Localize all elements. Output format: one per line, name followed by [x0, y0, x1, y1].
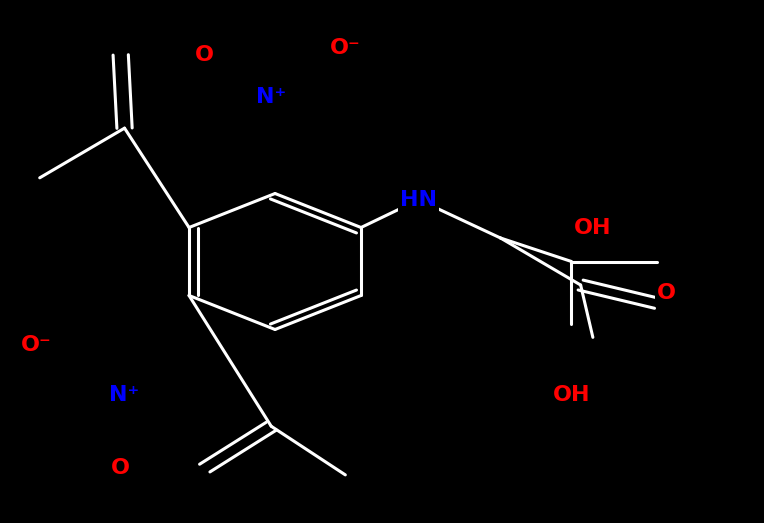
Text: O⁻: O⁻ — [21, 335, 52, 355]
Text: N⁺: N⁺ — [109, 385, 140, 405]
Text: O: O — [196, 45, 214, 65]
Text: HN: HN — [400, 190, 437, 210]
Text: N⁺: N⁺ — [256, 87, 286, 107]
Text: OH: OH — [574, 218, 612, 237]
Text: O: O — [657, 283, 675, 303]
Text: OH: OH — [552, 385, 591, 405]
Text: O: O — [112, 458, 130, 478]
Text: O⁻: O⁻ — [330, 38, 361, 58]
